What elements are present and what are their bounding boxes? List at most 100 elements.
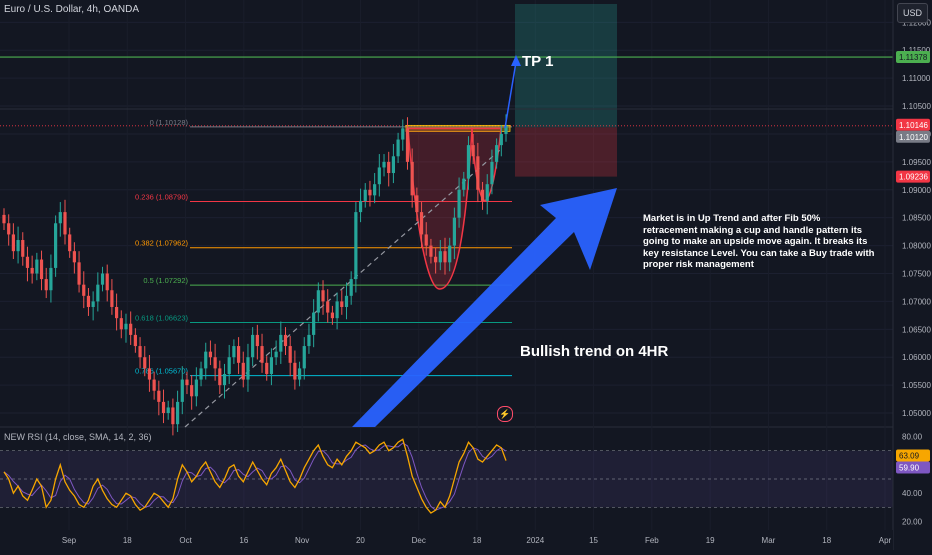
- candle-body: [269, 357, 274, 374]
- fib-level-label: 0.786 (1.05670): [135, 367, 188, 376]
- candle-body: [185, 379, 189, 386]
- candle-body: [213, 357, 217, 369]
- time-tick-label: Dec: [412, 536, 426, 545]
- candle-body: [288, 346, 292, 363]
- price-badge-label: 1.10120: [899, 133, 928, 142]
- candle-body: [391, 156, 396, 174]
- candle-body: [147, 368, 152, 380]
- rsi-tick-label: 20.00: [902, 518, 923, 527]
- currency-button[interactable]: USD: [897, 3, 928, 23]
- candle-body: [114, 306, 119, 319]
- candle-body: [499, 133, 503, 146]
- candle-body: [35, 259, 39, 274]
- time-tick-label: 2024: [526, 536, 544, 545]
- candle-body: [246, 357, 250, 380]
- candle-body: [110, 290, 114, 307]
- price-badge: [896, 130, 930, 143]
- candle-body: [68, 234, 72, 252]
- price-badge: [896, 118, 930, 131]
- trendline: [184, 149, 501, 428]
- price-tick-label: 1.05000: [902, 409, 931, 418]
- trend-arrow: [352, 188, 617, 427]
- candle-body: [129, 323, 133, 335]
- candle-body: [180, 379, 184, 402]
- profit-zone: [515, 4, 617, 128]
- candle-body: [119, 318, 123, 330]
- candle-body: [382, 161, 386, 168]
- price-badge: [896, 170, 930, 183]
- candle-body: [166, 407, 170, 414]
- candle-body: [283, 334, 288, 347]
- candle-body: [175, 401, 180, 425]
- candle-body: [157, 390, 161, 402]
- time-tick-label: Sep: [62, 536, 77, 545]
- price-tick-label: 1.09500: [902, 158, 931, 167]
- time-tick-label: Nov: [295, 536, 309, 545]
- tp-label: TP 1: [522, 53, 554, 70]
- fib-level-label: 0.236 (1.08790): [135, 192, 188, 201]
- price-badge: [896, 51, 930, 64]
- time-tick-label: 15: [589, 536, 598, 545]
- candle-body: [251, 334, 255, 358]
- candle-body: [274, 351, 278, 358]
- candle-body: [54, 223, 58, 268]
- price-badge-label: 1.11378: [899, 53, 928, 62]
- candle-body: [302, 346, 306, 369]
- candle-body: [340, 301, 344, 307]
- candle-body: [490, 161, 494, 185]
- candle-body: [241, 362, 245, 380]
- time-tick-label: 18: [123, 536, 132, 545]
- rsi-badge-label: 63.09: [899, 451, 920, 460]
- candle-body: [387, 161, 391, 174]
- candle-body: [143, 357, 147, 369]
- candle-body: [373, 184, 377, 196]
- fib-level-label: 0.618 (1.06623): [135, 313, 188, 322]
- symbol-title: Euro / U.S. Dollar, 4h, OANDA: [4, 4, 140, 15]
- candle-body: [424, 234, 428, 246]
- time-tick-label: Mar: [762, 536, 776, 545]
- candle-body: [344, 295, 349, 307]
- candle-body: [124, 323, 128, 330]
- candle-body: [138, 346, 142, 358]
- fib-level-label: 0 (1.10128): [150, 118, 189, 127]
- candle-body: [199, 368, 203, 380]
- candle-body: [204, 351, 208, 369]
- candle-body: [476, 156, 480, 190]
- rsi-tick-label: 40.00: [902, 489, 923, 498]
- candle-body: [255, 334, 259, 347]
- candle-body: [495, 145, 499, 162]
- candle-body: [133, 334, 137, 347]
- candle-body: [377, 167, 381, 185]
- price-tick-label: 1.07500: [902, 270, 931, 279]
- lightning-icon[interactable]: ⚡: [497, 406, 513, 422]
- candle-body: [44, 279, 48, 291]
- candle-body: [279, 334, 283, 352]
- candle-body: [410, 161, 414, 196]
- candle-body: [100, 273, 105, 285]
- candle-body: [86, 295, 91, 307]
- rsi-signal-line: [3, 442, 507, 511]
- candle-body: [11, 234, 15, 252]
- candle-body: [39, 259, 44, 280]
- candle-body: [457, 189, 461, 218]
- candle-body: [190, 385, 194, 397]
- time-tick-label: Apr: [879, 536, 892, 545]
- time-tick-label: 18: [473, 536, 482, 545]
- candle-body: [401, 128, 405, 140]
- candle-body: [2, 214, 6, 224]
- candle-body: [415, 195, 419, 213]
- trend-label: Bullish trend on 4HR: [520, 343, 669, 360]
- time-tick-label: 16: [239, 536, 248, 545]
- candle-body: [265, 362, 269, 374]
- candle-body: [443, 251, 447, 263]
- rsi-badge-label: 59.90: [899, 463, 920, 472]
- candle-body: [293, 362, 297, 380]
- candle-body: [312, 312, 316, 335]
- candle-body: [25, 256, 30, 268]
- candle-body: [354, 212, 358, 280]
- price-tick-label: 1.08500: [902, 214, 931, 223]
- candle-body: [297, 368, 302, 380]
- time-tick-label: Feb: [645, 536, 659, 545]
